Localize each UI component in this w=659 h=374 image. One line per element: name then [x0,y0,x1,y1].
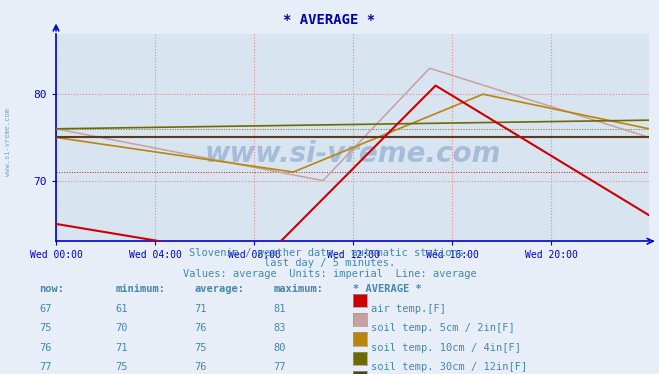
Text: minimum:: minimum: [115,284,165,294]
Text: soil temp. 5cm / 2in[F]: soil temp. 5cm / 2in[F] [371,323,515,333]
Text: Values: average  Units: imperial  Line: average: Values: average Units: imperial Line: av… [183,269,476,279]
Text: 71: 71 [194,304,207,314]
Text: www.si-vreme.com: www.si-vreme.com [5,108,11,176]
Text: air temp.[F]: air temp.[F] [371,304,446,314]
Text: 77: 77 [40,362,52,372]
Text: average:: average: [194,284,244,294]
Text: soil temp. 10cm / 4in[F]: soil temp. 10cm / 4in[F] [371,343,521,353]
Text: 75: 75 [115,362,128,372]
Text: * AVERAGE *: * AVERAGE * [353,284,421,294]
Text: 77: 77 [273,362,286,372]
Text: 80: 80 [273,343,286,353]
Text: 76: 76 [40,343,52,353]
Text: last day / 5 minutes.: last day / 5 minutes. [264,258,395,268]
Text: maximum:: maximum: [273,284,324,294]
Text: soil temp. 30cm / 12in[F]: soil temp. 30cm / 12in[F] [371,362,527,372]
Text: 75: 75 [40,323,52,333]
Text: www.si-vreme.com: www.si-vreme.com [204,140,501,168]
Text: 71: 71 [115,343,128,353]
Text: 76: 76 [194,362,207,372]
Text: 83: 83 [273,323,286,333]
Text: 70: 70 [115,323,128,333]
Text: now:: now: [40,284,65,294]
Text: 61: 61 [115,304,128,314]
Text: 76: 76 [194,323,207,333]
Text: 75: 75 [194,343,207,353]
Text: 67: 67 [40,304,52,314]
Text: 81: 81 [273,304,286,314]
Text: Slovenia / weather data - automatic stations.: Slovenia / weather data - automatic stat… [189,248,470,258]
Text: * AVERAGE *: * AVERAGE * [283,13,376,27]
